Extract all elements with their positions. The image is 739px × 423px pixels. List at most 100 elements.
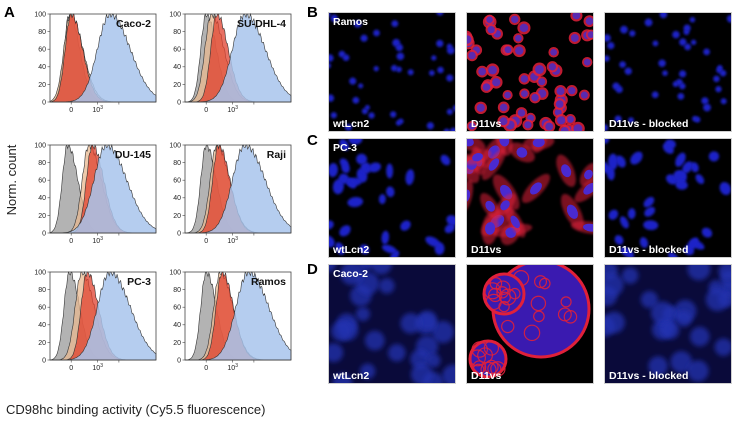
cell-nucleus (675, 310, 692, 327)
cell-nucleus (714, 338, 732, 357)
cell-nucleus (347, 196, 364, 208)
cell-nucleus (661, 321, 680, 340)
histogram-frame (49, 13, 157, 103)
histogram-frame (184, 271, 292, 361)
histogram-frame (184, 144, 292, 234)
cell-nucleus (662, 70, 668, 76)
panel-label-d: D (307, 261, 318, 278)
cell-membrane-signal (488, 287, 503, 303)
cell-nucleus (352, 96, 360, 104)
cell-nucleus (330, 14, 338, 22)
cell-nucleus (398, 118, 404, 124)
cell-nucleus (556, 87, 565, 96)
micrograph-condition-label: D11vs (471, 118, 502, 130)
cell-nucleus (330, 112, 337, 119)
cell-nucleus (607, 41, 615, 50)
x-tick-label: 103 (227, 236, 238, 245)
micrograph-cells (328, 12, 456, 132)
micrograph-cell-line-label: Caco-2 (333, 268, 368, 280)
cell-nucleus (353, 20, 362, 28)
cell-nucleus (530, 182, 542, 195)
cell-nucleus (604, 34, 611, 42)
cell-nucleus (614, 115, 622, 123)
cell-nucleus (429, 70, 435, 76)
cell-nucleus (675, 180, 688, 190)
cell-nucleus (532, 138, 545, 148)
cell-nucleus (555, 100, 564, 108)
cell-nucleus (504, 91, 511, 99)
cell-nucleus (703, 48, 711, 56)
panel-label-c: C (307, 132, 318, 149)
cell-nucleus (504, 46, 512, 54)
panel-label-a: A (4, 4, 15, 21)
micrograph-cells (604, 12, 732, 132)
cell-nucleus (644, 206, 656, 217)
cell-nucleus (570, 34, 579, 42)
y-tick-label: 20 (38, 213, 46, 220)
cell-nucleus (658, 59, 666, 68)
cell-nucleus (717, 65, 723, 71)
cell-nucleus (672, 30, 680, 39)
cell-nucleus (500, 200, 510, 211)
y-tick-label: 80 (173, 160, 181, 167)
cell-nucleus (437, 66, 444, 74)
y-tick-label: 40 (173, 322, 181, 329)
cell-nucleus (719, 69, 727, 77)
cell-membrane-signal (501, 319, 515, 334)
cell-nucleus (682, 161, 693, 174)
cell-nucleus (378, 194, 386, 205)
cell-nucleus (478, 67, 486, 76)
cell-nucleus (566, 204, 578, 219)
micrograph-cells (328, 264, 456, 384)
cell-nucleus (356, 153, 368, 165)
cell-nucleus (583, 182, 594, 195)
y-tick-label: 40 (173, 195, 181, 202)
micrograph-pc-3-3: D11vs - blocked (604, 138, 732, 258)
cell-nucleus (686, 237, 699, 251)
cell-nucleus (531, 93, 539, 102)
micrograph-caco-2-1: Caco-2 wtLcn2 (328, 264, 456, 384)
cell-nucleus (608, 209, 619, 220)
cell-nucleus (330, 320, 352, 342)
x-tick-label: 0 (69, 365, 73, 372)
cell-nucleus (426, 353, 441, 368)
cell-nucleus (561, 164, 572, 178)
histogram-frame (49, 271, 157, 361)
cell-nucleus (619, 216, 629, 229)
histogram-blue-curve (50, 143, 157, 234)
cell-nucleus (648, 356, 668, 376)
y-tick-label: 100 (34, 269, 46, 276)
cell-nucleus (629, 30, 636, 37)
cell-nucleus (381, 230, 390, 245)
cell-membrane-signal (509, 287, 521, 300)
histogram-du-145: 0 20 40 60 80 100 0 103 DU-145 (34, 142, 157, 245)
cell-nucleus (701, 97, 709, 105)
cell-nucleus (705, 287, 730, 312)
y-tick-label: 40 (173, 64, 181, 71)
cell-nucleus (644, 18, 653, 27)
cell-nucleus (386, 163, 394, 179)
cell-nucleus (396, 52, 405, 61)
micrograph-frame (328, 138, 456, 258)
cell-nucleus (386, 186, 395, 198)
panel-label-b: B (307, 4, 318, 21)
cell-nucleus (446, 43, 453, 50)
cell-nucleus (373, 66, 379, 72)
cell-nucleus (615, 155, 626, 168)
micrograph-cells (604, 138, 731, 258)
cell-nucleus (692, 115, 698, 122)
micrograph-frame (466, 264, 594, 384)
cell-nucleus (719, 182, 731, 196)
cell-nucleus (476, 103, 485, 112)
cell-nucleus (341, 162, 350, 174)
cell-nucleus (604, 123, 609, 132)
cell-nucleus (511, 15, 519, 24)
cell-nucleus (639, 237, 649, 249)
cell-membrane-signal (483, 282, 502, 300)
micrograph-cells (468, 264, 591, 379)
cell-nucleus (651, 91, 659, 99)
cell-nucleus (604, 55, 610, 62)
cell-nucleus (580, 91, 588, 99)
cell-nucleus (338, 50, 346, 58)
cell-membrane-signal (495, 280, 511, 296)
